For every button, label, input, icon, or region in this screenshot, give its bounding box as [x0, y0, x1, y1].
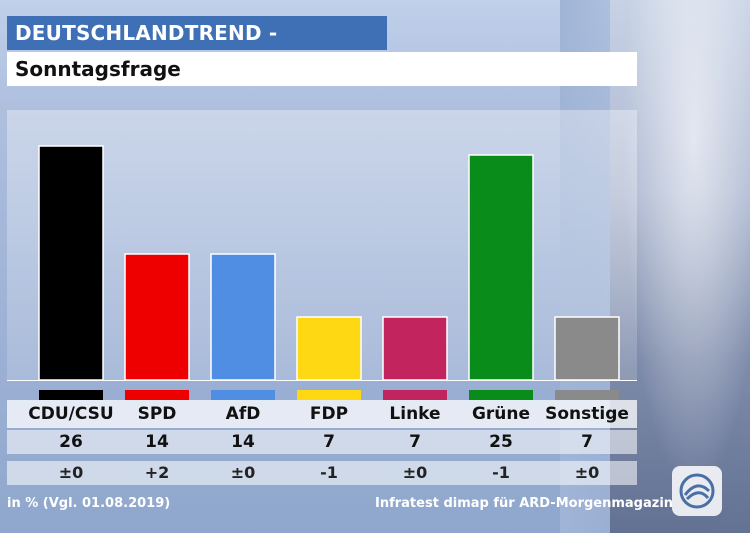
bar-linke: [382, 316, 448, 381]
values-row: 26 14 14 7 7 25 7: [7, 430, 637, 454]
party-labels-row: CDU/CSU SPD AfD FDP Linke Grüne Sonstige: [7, 400, 637, 428]
color-key-spd: [125, 390, 189, 400]
bar-grüne: [468, 154, 534, 381]
color-key-afd: [211, 390, 275, 400]
party-label: Linke: [389, 404, 441, 424]
bar-cdu-csu: [38, 145, 104, 381]
value-label: 26: [59, 432, 83, 452]
party-label: SPD: [137, 404, 177, 424]
color-key-grüne: [469, 390, 533, 400]
chart-subtitle: Sonntagsfrage: [7, 52, 637, 86]
value-label: 7: [581, 432, 593, 452]
party-label: Grüne: [471, 404, 531, 424]
value-label: 7: [409, 432, 421, 452]
bar-fdp: [296, 316, 362, 381]
color-key-linke: [383, 390, 447, 400]
party-label: Sonstige: [545, 404, 629, 424]
bottom-strip: [0, 533, 750, 554]
bar-spd: [124, 253, 190, 381]
color-key-sonstige: [555, 390, 619, 400]
change-label: ±0: [402, 463, 428, 482]
footer-source: Infratest dimap für ARD-Morgenmagazin: [375, 496, 674, 511]
ard-logo-icon: [672, 466, 722, 516]
value-label: 7: [323, 432, 335, 452]
party-label: FDP: [309, 404, 349, 424]
bar-afd: [210, 253, 276, 381]
change-label: +2: [144, 463, 170, 482]
value-label: 25: [489, 432, 513, 452]
color-key-cdu-csu: [39, 390, 103, 400]
value-label: 14: [231, 432, 255, 452]
party-label: AfD: [225, 404, 261, 424]
bar-sonstige: [554, 316, 620, 381]
color-key-fdp: [297, 390, 361, 400]
change-label: -1: [492, 463, 510, 482]
change-label: ±0: [230, 463, 256, 482]
change-label: -1: [320, 463, 338, 482]
changes-row: ±0 +2 ±0 -1 ±0 -1 ±0: [7, 461, 637, 485]
change-label: ±0: [58, 463, 84, 482]
value-label: 14: [145, 432, 169, 452]
change-label: ±0: [574, 463, 600, 482]
footer-note: in % (Vgl. 01.08.2019): [7, 496, 171, 511]
party-label: CDU/CSU: [28, 404, 114, 424]
